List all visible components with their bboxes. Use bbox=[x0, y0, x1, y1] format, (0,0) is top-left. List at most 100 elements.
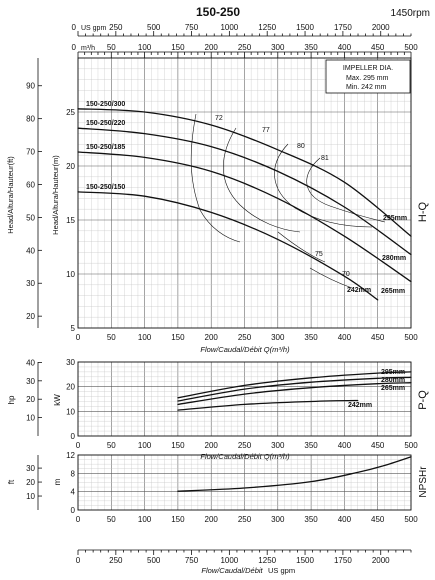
top-gpm-unit: US gpm bbox=[81, 25, 106, 32]
impeller-box: IMPELLER DIA. Max. 295 mm Min. 242 mm bbox=[325, 59, 411, 94]
x-tick-label: 200 bbox=[205, 441, 219, 450]
bottom-gpm-tick-label: 1750 bbox=[334, 556, 352, 565]
top-flow-tick-label: 200 bbox=[205, 43, 219, 52]
outer-axis-tick-label: 40 bbox=[26, 358, 35, 367]
x-tick-label: 100 bbox=[138, 515, 152, 524]
pq-y-axis-title-hp: hp bbox=[7, 395, 16, 404]
y-tick-label: 0 bbox=[71, 506, 76, 515]
efficiency-contour bbox=[277, 231, 326, 263]
x-tick-label: 500 bbox=[404, 515, 418, 524]
efficiency-contour bbox=[309, 267, 353, 289]
pq-curve-280mm bbox=[177, 376, 412, 402]
outer-axis-tick-label: 80 bbox=[26, 115, 35, 124]
npsh-panel: 0 4 8 12 m 10 20 30 ft NPSHr 0 50 100 150 200 250 300 350… bbox=[7, 451, 429, 575]
top-gpm-tick-label: 750 bbox=[185, 23, 199, 32]
chart-title: 150-250 bbox=[196, 5, 240, 19]
outer-axis-tick-label: 10 bbox=[26, 492, 35, 501]
hq-curve-150-250/150 bbox=[77, 191, 379, 301]
speed-label: 1450rpm bbox=[391, 8, 430, 19]
x-tick-label: 400 bbox=[338, 441, 352, 450]
x-tick-label: 0 bbox=[76, 441, 81, 450]
x-tick-label: 250 bbox=[238, 333, 252, 342]
impeller-box-frame bbox=[325, 59, 411, 94]
x-tick-label: 100 bbox=[138, 441, 152, 450]
bottom-gpm-tick-label: 500 bbox=[147, 556, 161, 565]
hq-x-axis-title: Flow/Caudal/Débit Q(m³/h) bbox=[200, 345, 290, 354]
hq-curve-150-250/300 bbox=[77, 108, 412, 237]
top-gpm-tick-label: 250 bbox=[109, 23, 123, 32]
top-flow-tick-label: 150 bbox=[171, 43, 185, 52]
pq-y-axis-title-kw: kW bbox=[53, 394, 62, 406]
x-tick-label: 450 bbox=[371, 333, 385, 342]
outer-axis-tick-label: 10 bbox=[26, 414, 35, 423]
top-flow-tick-label: 50 bbox=[107, 43, 116, 52]
top-flow-tick-label: 100 bbox=[138, 43, 152, 52]
top-flow-tick-label: 300 bbox=[271, 43, 285, 52]
top-flow-unit: m³/h bbox=[81, 45, 95, 52]
y-tick-label: 8 bbox=[71, 469, 76, 478]
x-tick-label: 200 bbox=[205, 333, 219, 342]
pq-curve-242mm bbox=[177, 399, 359, 411]
efficiency-label: 80 bbox=[297, 143, 305, 150]
outer-axis-tick-label: 90 bbox=[26, 82, 35, 91]
hq-series-label: 150-250/150 bbox=[86, 184, 125, 191]
y-tick-label: 4 bbox=[71, 488, 76, 497]
efficiency-label: 81 bbox=[321, 155, 329, 162]
bottom-gpm-tick-label: 2000 bbox=[372, 556, 390, 565]
bottom-x-axis-title: Flow/Caudal/Débit bbox=[201, 566, 263, 575]
top-gpm-tick-label: 1250 bbox=[258, 23, 276, 32]
x-tick-label: 400 bbox=[338, 515, 352, 524]
hq-curve-150-250/220 bbox=[77, 127, 412, 256]
impeller-box-min: Min. 242 mm bbox=[346, 84, 387, 91]
bottom-gpm-tick-label: 750 bbox=[185, 556, 199, 565]
outer-axis-tick-label: 30 bbox=[26, 279, 35, 288]
x-tick-label: 50 bbox=[107, 441, 116, 450]
x-tick-label: 350 bbox=[304, 515, 318, 524]
top-gpm-tick-label: 1500 bbox=[296, 23, 314, 32]
x-tick-label: 450 bbox=[371, 441, 385, 450]
y-tick-label: 0 bbox=[71, 432, 76, 441]
x-tick-label: 350 bbox=[304, 333, 318, 342]
hq-curve-150-250/185 bbox=[77, 151, 412, 283]
hq-curve-label: H-Q bbox=[417, 201, 429, 222]
hq-series-label: 150-250/300 bbox=[86, 101, 125, 108]
x-tick-label: 150 bbox=[171, 515, 185, 524]
npsh-curve-label: NPSHr bbox=[418, 466, 429, 498]
pq-curve-label: P-Q bbox=[417, 390, 429, 410]
hq-y-axis-title-ft: Head/Altura/Hauteur(ft) bbox=[6, 156, 15, 234]
y-tick-label: 30 bbox=[66, 358, 75, 367]
top-gpm-tick-label: 2000 bbox=[372, 23, 390, 32]
x-tick-label: 50 bbox=[107, 515, 116, 524]
hq-series-label: 150-250/220 bbox=[86, 120, 125, 127]
efficiency-contour bbox=[274, 143, 373, 228]
top-gpm-tick-label: 1000 bbox=[220, 23, 238, 32]
top-flow-tick-label: 0 bbox=[72, 43, 77, 52]
top-flow-tick-label: 350 bbox=[304, 43, 318, 52]
efficiency-label: 72 bbox=[215, 115, 223, 122]
outer-axis-tick-label: 60 bbox=[26, 180, 35, 189]
plot-frame bbox=[77, 454, 412, 511]
npsh-y-axis-title-m: m bbox=[53, 478, 62, 485]
hq-y-axis-title-m: Head/Altura/Hauteur(m) bbox=[51, 155, 60, 235]
bottom-gpm-tick-label: 1500 bbox=[296, 556, 314, 565]
bottom-gpm-tick-label: 1000 bbox=[220, 556, 238, 565]
pq-series-label: 280mm bbox=[381, 377, 405, 384]
outer-axis-tick-label: 30 bbox=[26, 464, 35, 473]
y-tick-label: 20 bbox=[66, 383, 75, 392]
y-tick-label: 15 bbox=[66, 216, 75, 225]
outer-axis-tick-label: 40 bbox=[26, 246, 35, 255]
x-tick-label: 250 bbox=[238, 515, 252, 524]
x-tick-label: 200 bbox=[205, 515, 219, 524]
outer-axis-tick-label: 20 bbox=[26, 312, 35, 321]
y-tick-label: 20 bbox=[66, 162, 75, 171]
hq-end-label: 242mm bbox=[347, 287, 371, 294]
x-tick-label: 400 bbox=[338, 333, 352, 342]
hq-series-label: 150-250/185 bbox=[86, 144, 125, 151]
y-tick-label: 5 bbox=[71, 324, 76, 333]
top-flow-tick-label: 250 bbox=[238, 43, 252, 52]
pq-curve-265mm bbox=[177, 382, 412, 406]
x-tick-label: 0 bbox=[76, 333, 81, 342]
x-tick-label: 0 bbox=[76, 515, 81, 524]
